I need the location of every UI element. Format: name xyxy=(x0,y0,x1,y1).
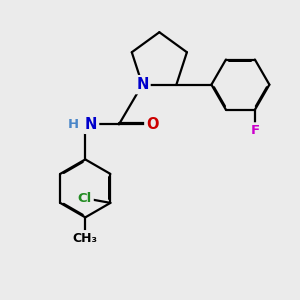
Text: O: O xyxy=(146,117,159,132)
Text: N: N xyxy=(85,117,97,132)
Text: N: N xyxy=(136,77,148,92)
Text: F: F xyxy=(250,124,260,137)
Text: CH₃: CH₃ xyxy=(73,232,98,245)
Text: H: H xyxy=(68,118,79,131)
Text: Cl: Cl xyxy=(78,192,92,205)
